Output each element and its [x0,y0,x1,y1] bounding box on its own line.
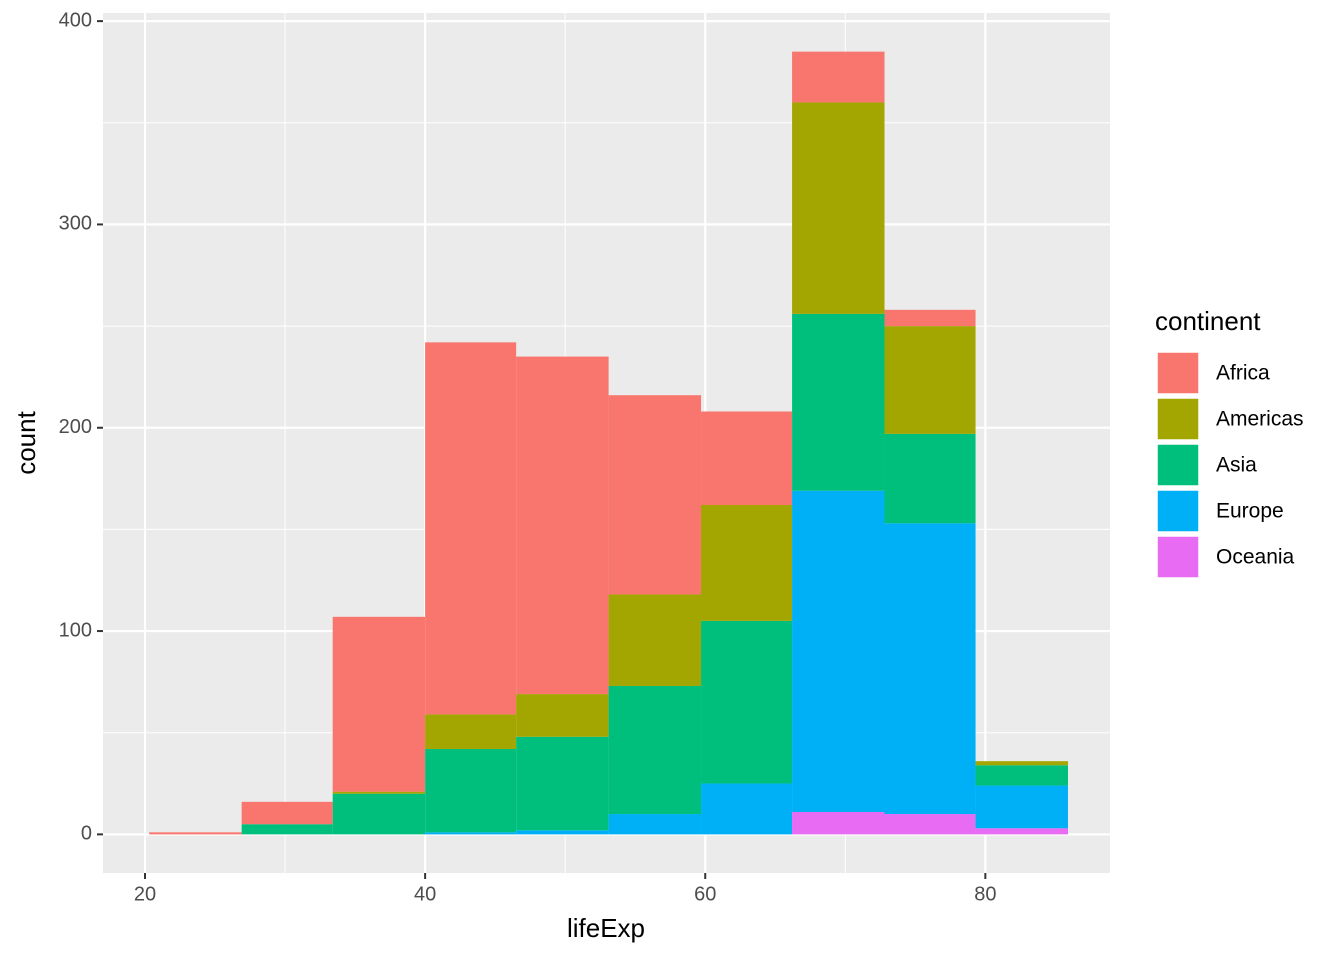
legend-label: Oceania [1216,546,1295,569]
bar-segment [608,395,702,595]
bar-segment [608,814,702,835]
legend-key [1156,351,1200,395]
bar-segment [792,490,885,813]
bar-segment [975,828,1068,835]
bar-segment [516,736,609,831]
bar-segment [425,342,517,715]
bar-segment [516,356,609,695]
bar-segment [701,411,793,506]
legend-label: Europe [1216,500,1284,523]
bar-segment [884,433,976,524]
legend-key [1156,397,1200,441]
bar-segment [608,685,702,815]
bar-segment [516,694,609,737]
y-axis-title: count [11,410,41,474]
bar-segment [975,765,1068,786]
bar-segment [884,523,976,815]
y-tick-label: 400 [59,9,92,31]
bar-segment [516,830,609,835]
legend-key [1156,535,1200,579]
bar-segment [425,748,517,833]
bar-segment [701,505,793,621]
bar-segment [792,51,885,103]
bar-segment [149,832,242,835]
y-tick-label: 0 [81,823,92,845]
x-tick-label: 40 [414,883,436,905]
bar-segment [884,309,976,327]
y-tick-label: 200 [59,416,92,438]
bar-segment [332,616,426,792]
bar-segment [792,102,885,314]
bar-segment [425,714,517,749]
bar-segment [884,326,976,434]
bar-segment [425,832,517,835]
legend-label: Americas [1216,408,1304,431]
bar-segment [241,801,333,825]
x-tick-label: 20 [134,883,156,905]
bar-segment [241,824,333,835]
legend-key [1156,489,1200,533]
legend-label: Africa [1216,362,1270,385]
bar-segment [975,785,1068,829]
x-tick-label: 80 [974,883,996,905]
x-tick-label: 60 [694,883,716,905]
bar-segment [608,594,702,686]
legend-key [1156,443,1200,487]
bar-segment [332,793,426,835]
x-axis-title: lifeExp [567,913,645,943]
bar-segment [884,814,976,835]
y-tick-label: 100 [59,619,92,641]
bar-segment [975,761,1068,766]
bar-segment [701,783,793,835]
bar-segment [792,812,885,835]
y-tick-label: 300 [59,213,92,235]
bar-segment [701,620,793,784]
legend-label: Asia [1216,454,1257,477]
legend-title: continent [1155,306,1261,336]
bar-segment [792,313,885,491]
bar-segment [332,791,426,794]
